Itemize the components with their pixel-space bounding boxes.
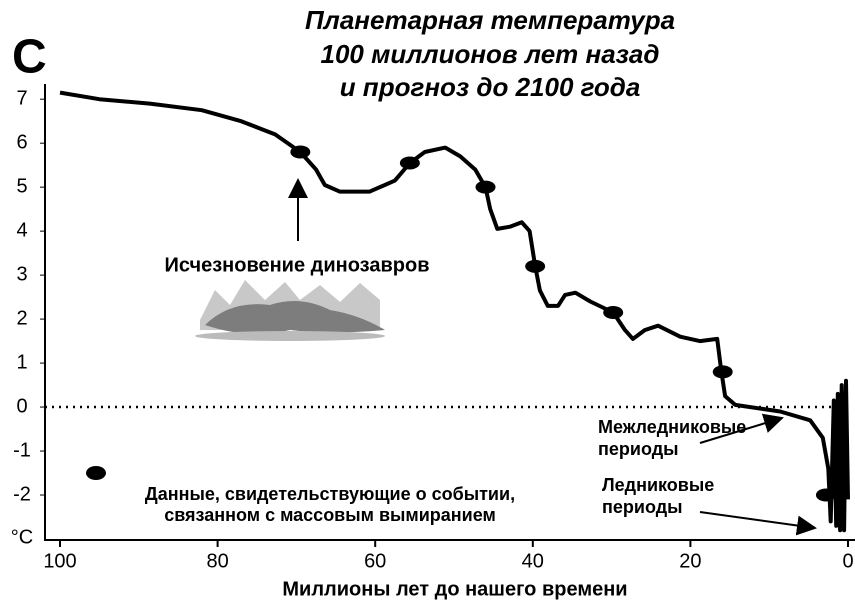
- chart-title: и прогноз до 2100 года: [340, 72, 641, 102]
- y-tick-label: 2: [16, 307, 27, 329]
- event-point: [713, 365, 733, 378]
- event-point: [400, 156, 420, 169]
- y-tick-label: -1: [13, 439, 31, 461]
- event-point: [525, 260, 545, 273]
- annotation: периоды: [602, 497, 683, 517]
- annotation: Исчезновение динозавров: [164, 254, 429, 276]
- panel-label: C: [12, 31, 47, 84]
- chart-title: 100 миллионов лет назад: [321, 39, 660, 69]
- event-point: [476, 181, 496, 194]
- event-point: [290, 145, 310, 158]
- y-tick-label: 3: [16, 263, 27, 285]
- y-tick-label: 4: [16, 219, 27, 241]
- x-tick-label: 40: [522, 550, 544, 572]
- chart-title: Планетарная температура: [305, 5, 675, 35]
- y-tick-label: -2: [13, 483, 31, 505]
- x-tick-label: 0: [842, 550, 853, 572]
- y-tick-label: 0: [16, 395, 27, 417]
- annotation: периоды: [598, 439, 679, 459]
- annotation: Ледниковые: [602, 475, 714, 495]
- data-line: [60, 93, 848, 531]
- annotation-arrow: [700, 512, 815, 528]
- y-tick-label: 7: [16, 87, 27, 109]
- y-tick-label: 1: [16, 351, 27, 373]
- y-unit: °C: [11, 526, 33, 548]
- y-tick-label: 5: [16, 175, 27, 197]
- x-tick-label: 80: [206, 550, 228, 572]
- x-tick-label: 20: [679, 550, 701, 572]
- legend-label: Данные, свидетельствующие о событии,: [145, 484, 515, 504]
- dinosaur-illustration: [195, 280, 385, 341]
- legend-marker: [86, 466, 106, 480]
- x-tick-label: 100: [43, 550, 76, 572]
- chart: C Планетарная температура 100 миллионов …: [0, 0, 855, 602]
- legend-label: связанном с массовым вымиранием: [164, 505, 496, 525]
- event-point: [816, 489, 836, 502]
- annotation: Межледниковые: [598, 417, 746, 437]
- event-point: [603, 306, 623, 319]
- y-tick-label: 6: [16, 131, 27, 153]
- x-axis-title: Миллионы лет до нашего времени: [282, 578, 627, 600]
- x-tick-label: 60: [364, 550, 386, 572]
